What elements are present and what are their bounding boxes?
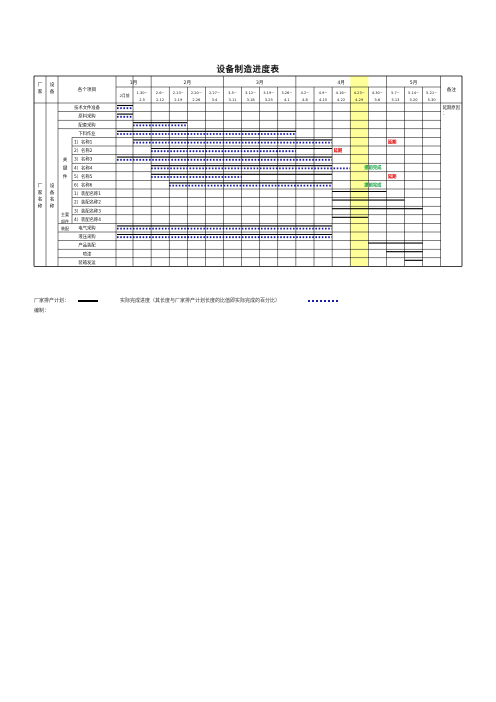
equipment-name-char: 称	[50, 202, 55, 209]
week-start-label: 5.14~	[408, 91, 419, 95]
key-parts-char: 键	[63, 165, 68, 172]
main-parts-label: 主要	[61, 211, 69, 217]
prepared-by: 编制：	[34, 308, 50, 314]
row-label: 5）名称5	[74, 173, 93, 180]
week-end-label: 4.29	[355, 98, 364, 102]
equipment-name-char: 设	[50, 182, 55, 189]
row-label: 1）装配名称1	[74, 190, 101, 197]
delay-reason-note: ：	[443, 112, 447, 117]
week-start-label: 4.23~	[354, 91, 365, 95]
row-label: 6）名称6	[74, 182, 93, 189]
main-parts-label: 部件	[61, 218, 69, 224]
row-label: 4）装配名称4	[74, 216, 101, 223]
week-start-label: 4.2~	[301, 91, 310, 95]
week-end-label: 3.18	[247, 98, 256, 102]
week-start-label: 3.5~	[228, 91, 237, 95]
month-label: 1月	[130, 80, 138, 86]
key-parts-char: 关	[63, 156, 68, 163]
week-end-label: 4.8	[302, 98, 308, 102]
week-end-label: 3.25	[265, 98, 273, 102]
factory-name-char: 家	[38, 189, 43, 196]
month-label: 2月	[184, 80, 192, 86]
row-label: 下料作业	[78, 130, 96, 137]
row-label: 喷漆	[83, 250, 92, 257]
row-label: 产品装配	[78, 242, 96, 249]
week-start-label: 4.16~	[336, 91, 347, 95]
equipment-name-char: 名	[50, 196, 55, 203]
row-label: 原料采购	[78, 113, 95, 120]
legend-plan-line	[78, 300, 98, 302]
week-end-label: 5.30	[428, 98, 437, 102]
row-label: 液压采购	[78, 233, 95, 240]
row-label: 4）名称4	[74, 164, 93, 171]
week-start-label: 1.30~	[137, 91, 148, 95]
first-week-label: 2月前	[119, 93, 129, 98]
header-equipment: 备	[50, 88, 55, 95]
week-end-label: 2.19	[174, 98, 183, 102]
row-label: 技术文件准备	[74, 104, 100, 111]
header-factory: 厂	[38, 82, 43, 88]
week-end-label: 4.22	[337, 98, 345, 102]
delay-label: 延期	[333, 147, 343, 154]
month-label: 5月	[410, 80, 418, 86]
week-start-label: 4.30~	[372, 91, 383, 95]
page-title: 设备制造进度表	[216, 65, 280, 75]
month-label: 3月	[256, 80, 264, 86]
legend-actual-label: 实际完成进度（其长度与厂家排产计划长度的比值即实际完成的百分比）	[120, 298, 281, 304]
week-start-label: 2.27~	[209, 91, 220, 95]
row-label: 配套采购	[78, 121, 95, 128]
key-parts-char: 件	[63, 173, 68, 180]
delay-reason-note: 延期原因	[443, 104, 460, 111]
week-start-label: 2.13~	[173, 91, 184, 95]
legend-actual-line	[308, 300, 338, 302]
delay-label: 延期	[387, 173, 397, 180]
row-label: 装箱发运	[78, 259, 96, 266]
early-label: 提前完成	[364, 181, 382, 188]
week-start-label: 2.6~	[156, 91, 165, 95]
week-end-label: 3.11	[229, 98, 237, 102]
row-label: 1）名称1	[74, 139, 93, 146]
week-end-label: 2.26	[192, 98, 201, 102]
row-label: 2）装配名称2	[74, 199, 101, 206]
row-label: 2）名称2	[74, 147, 93, 154]
factory-name-char: 名	[38, 196, 43, 203]
week-end-label: 5.6	[374, 98, 380, 102]
week-start-label: 3.26~	[281, 91, 292, 95]
row-label: 电气采购	[78, 225, 95, 232]
week-end-label: 2.5	[139, 98, 145, 102]
week-end-label: 4.15	[319, 98, 327, 102]
equipment-name-char: 备	[50, 189, 55, 196]
week-start-label: 2.20~	[191, 91, 202, 95]
week-start-label: 5.7~	[391, 91, 400, 95]
week-end-label: 2.12	[156, 98, 164, 102]
week-start-label: 4.9~	[319, 91, 328, 95]
week-end-label: 4.1	[284, 98, 290, 102]
header-remarks: 备注	[447, 86, 457, 93]
row-label: 3）装配名称3	[74, 207, 101, 214]
week-end-label: 5.13	[391, 98, 399, 102]
row-label: 3）名称3	[74, 156, 93, 163]
header-factory: 家	[38, 88, 43, 95]
week-start-label: 3.12~	[245, 91, 256, 95]
header-items: 各个项目	[78, 86, 96, 93]
header-equipment: 设	[50, 81, 55, 88]
week-end-label: 3.4	[212, 98, 218, 102]
main-parts-label: 装配	[61, 225, 69, 231]
delay-label: 延期	[387, 138, 397, 145]
factory-name-char: 称	[38, 202, 43, 209]
factory-name-char: 厂	[38, 183, 43, 189]
highlight-column	[350, 76, 369, 267]
week-end-label: 5.20	[410, 98, 419, 102]
month-label: 4月	[337, 80, 345, 86]
week-start-label: 5.21~	[426, 91, 437, 95]
week-start-label: 3.19~	[263, 91, 274, 95]
early-label: 提前完成	[364, 164, 382, 171]
legend-plan-label: 厂家排产计划：	[34, 298, 70, 304]
